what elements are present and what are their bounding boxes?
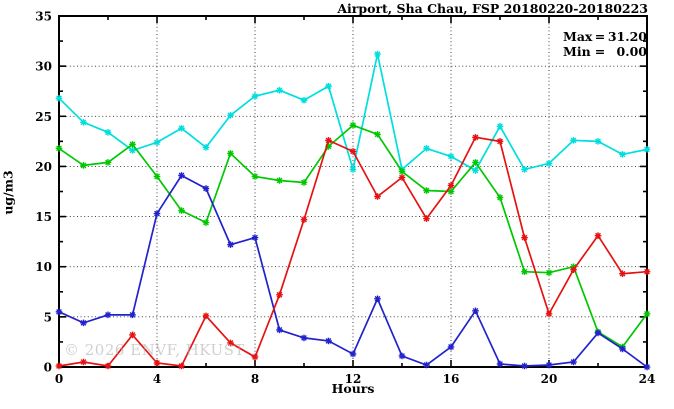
legend-min-label: Min (563, 43, 591, 59)
chart-title: Airport, Sha Chau, FSP 20180220-20180223 (337, 1, 648, 16)
x-tick-label: 8 (251, 372, 259, 386)
legend-equals: = (594, 29, 606, 44)
x-tick-label: 20 (541, 372, 558, 386)
legend-max-label: Max (563, 29, 593, 44)
series-red-markers (55, 134, 651, 370)
series-blue (55, 172, 651, 371)
y-tick-label: 20 (35, 160, 52, 174)
series-blue-markers (55, 172, 651, 371)
plot-border (58, 15, 648, 368)
y-tick-label: 0 (44, 361, 52, 375)
legend-min-row: Min = 0.00 (563, 43, 647, 60)
y-tick-label: 30 (35, 60, 52, 74)
legend-max-value: 31.20 (607, 29, 647, 44)
y-axis-title: ug/m3 (0, 170, 16, 215)
watermark: © 2026 ENVF, HKUST (64, 341, 245, 359)
axis-ticks (58, 15, 648, 368)
legend-max-row: Max = 31.20 (563, 29, 647, 45)
x-tick-label: 16 (443, 372, 460, 386)
series-blue-line (58, 174, 648, 368)
series-cyan-markers (55, 50, 651, 174)
series-cyan (55, 50, 651, 174)
stats-legend: Max = 31.20 Min = 0.00 (563, 29, 647, 60)
legend-equals: = (594, 43, 606, 59)
x-tick-label: 0 (55, 372, 63, 386)
x-tick-label: 12 (345, 372, 362, 386)
y-tick-label: 15 (35, 210, 52, 224)
tick-labels: 0 4 8 12 16 20 24 0 5 10 15 20 25 30 35 (35, 10, 655, 387)
y-tick-label: 5 (44, 310, 52, 324)
y-tick-label: 10 (35, 260, 52, 274)
series-red (55, 134, 651, 370)
legend-min-value: 0.00 (616, 43, 647, 59)
x-tick-label: 4 (153, 372, 161, 386)
x-axis-title: Hours (331, 381, 375, 396)
gridlines (59, 16, 647, 367)
y-tick-label: 35 (35, 10, 52, 24)
y-tick-label: 25 (35, 110, 52, 124)
x-tick-label: 24 (639, 372, 656, 386)
